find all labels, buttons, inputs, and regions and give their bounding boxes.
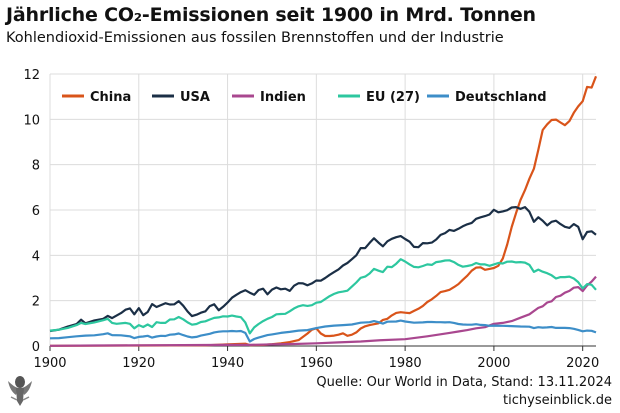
x-tick-label: 1980 bbox=[389, 356, 422, 371]
series-line-eu-27 bbox=[49, 258, 597, 335]
series-line-usa bbox=[49, 206, 597, 333]
x-tick-label: 1900 bbox=[33, 356, 66, 371]
x-tick-label: 1960 bbox=[300, 356, 333, 371]
y-tick-label: 6 bbox=[32, 204, 40, 219]
chart-title: Jährliche CO₂-Emissionen seit 1900 in Mr… bbox=[6, 4, 536, 26]
legend-label: Indien bbox=[260, 90, 306, 105]
series-line-deutschland bbox=[49, 319, 597, 343]
y-tick-label: 4 bbox=[32, 249, 40, 264]
y-tick-label: 8 bbox=[32, 159, 40, 174]
legend: China USA Indien EU (27) Deutschland bbox=[62, 90, 547, 105]
series-lines bbox=[49, 75, 598, 347]
source-note: Quelle: Our World in Data, Stand: 13.11.… bbox=[316, 375, 612, 390]
grid bbox=[49, 73, 596, 347]
eagle-logo-icon bbox=[6, 373, 34, 411]
legend-label: EU (27) bbox=[366, 90, 420, 105]
x-tick-label: 1940 bbox=[211, 356, 244, 371]
legend-label: Deutschland bbox=[455, 90, 547, 105]
chart-subtitle: Kohlendioxid-Emissionen aus fossilen Bre… bbox=[6, 30, 504, 46]
legend-label: USA bbox=[180, 90, 210, 105]
y-tick-label: 10 bbox=[23, 113, 40, 128]
brand-name: tichyseinblick.de bbox=[503, 393, 612, 408]
x-tick-label: 2020 bbox=[566, 356, 599, 371]
x-tick-label: 2000 bbox=[477, 356, 510, 371]
y-tick-label: 2 bbox=[32, 295, 40, 310]
legend-label: China bbox=[90, 90, 131, 105]
series-line-china bbox=[49, 75, 598, 347]
y-tick-label: 12 bbox=[23, 68, 40, 83]
y-tick-label: 0 bbox=[32, 340, 40, 355]
x-tick-label: 1920 bbox=[122, 356, 155, 371]
